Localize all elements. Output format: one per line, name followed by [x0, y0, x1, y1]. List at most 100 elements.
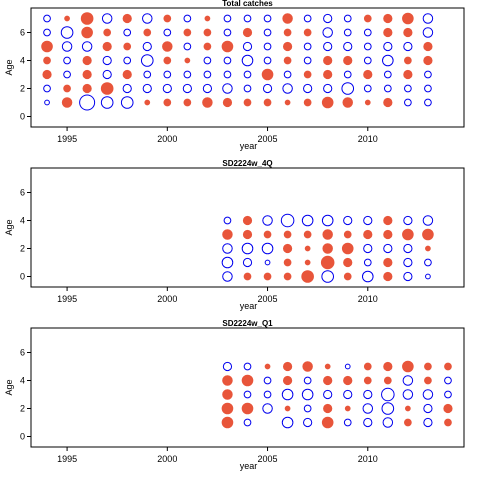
residual-point-negative [263, 14, 272, 23]
residual-point-positive [163, 98, 172, 107]
residual-point-positive [222, 229, 233, 240]
residual-point-positive [402, 228, 414, 241]
residual-point-negative [403, 257, 413, 268]
residual-point-negative [122, 83, 132, 94]
residual-point-negative [303, 14, 312, 23]
residual-point-positive [204, 15, 211, 22]
residual-point-negative [262, 403, 273, 414]
residual-point-negative [381, 387, 395, 402]
y-tick-label: 2 [20, 244, 25, 254]
residual-point-negative [424, 258, 432, 267]
y-tick-label: 0 [20, 112, 25, 122]
residual-point-positive [323, 55, 333, 66]
residual-point-negative [343, 41, 353, 52]
y-tick-label: 4 [20, 216, 25, 226]
residual-point-positive [323, 403, 333, 414]
residual-point-positive [221, 402, 234, 415]
residual-point-negative [183, 70, 192, 79]
residual-point-negative [424, 84, 432, 93]
residual-point-positive [304, 259, 311, 266]
x-tick-label: 2010 [358, 294, 378, 304]
residual-point-positive [283, 230, 292, 239]
residual-point-positive [221, 40, 234, 53]
residual-point-negative [243, 390, 252, 399]
y-tick-label: 4 [20, 56, 25, 66]
chart-panel-2: SD2224w_4Q 1995 2000 2005 2010 0 2 4 6 year Age [4, 159, 465, 311]
residual-point-negative [79, 94, 96, 111]
residual-point-negative [381, 402, 395, 415]
residual-point-positive [301, 270, 314, 283]
residual-point-negative [281, 388, 294, 401]
residual-point-negative [261, 242, 274, 255]
residual-point-negative [63, 56, 71, 65]
y-tick-label: 4 [20, 376, 25, 386]
residual-point-positive [202, 97, 213, 108]
residual-point-positive [41, 40, 53, 53]
residual-point-positive [203, 28, 212, 37]
residual-point-positive [82, 69, 92, 80]
residual-point-negative [123, 56, 132, 65]
residual-point-negative [243, 418, 252, 427]
residual-point-negative [362, 403, 374, 414]
residual-point-positive [283, 272, 292, 281]
residual-point-negative [142, 13, 153, 24]
residual-point-positive [284, 99, 291, 106]
residual-point-negative [424, 98, 432, 107]
residual-point-negative [123, 28, 132, 37]
residual-point-positive [282, 375, 293, 386]
residual-point-negative [303, 42, 312, 51]
residual-point-positive [122, 69, 132, 80]
residual-point-positive [363, 14, 372, 23]
plot-frame [30, 167, 465, 288]
residual-point-positive [383, 376, 392, 385]
residual-point-positive [163, 14, 172, 23]
residual-point-negative [424, 70, 432, 79]
residual-point-negative [223, 216, 232, 225]
residual-point-positive [143, 28, 152, 37]
residual-point-positive [364, 99, 371, 106]
residual-point-positive [122, 13, 132, 24]
residual-point-positive [343, 375, 353, 386]
residual-point-positive [222, 389, 233, 400]
y-axis-label: Age [4, 59, 14, 75]
y-tick-label: 0 [20, 272, 25, 282]
residual-point-negative [343, 70, 352, 79]
residual-point-negative [303, 417, 313, 428]
residual-point-negative [263, 28, 272, 37]
residual-point-negative [303, 56, 312, 65]
residual-point-positive [344, 405, 351, 412]
residual-point-negative [403, 243, 413, 254]
residual-point-positive [404, 418, 412, 427]
residual-point-negative [162, 83, 172, 94]
residual-point-positive [222, 97, 233, 108]
residual-point-positive [282, 41, 293, 52]
residual-point-negative [60, 26, 74, 39]
residual-point-negative [263, 56, 272, 65]
residual-point-positive [303, 70, 312, 79]
residual-point-negative [262, 83, 273, 94]
residual-point-negative [403, 271, 413, 282]
residual-point-positive [283, 56, 292, 65]
residual-point-negative [282, 83, 293, 94]
residual-point-positive [242, 215, 253, 226]
residual-point-negative [183, 42, 192, 51]
residual-point-positive [321, 416, 334, 429]
residual-point-positive [103, 28, 112, 37]
residual-point-negative [101, 13, 113, 24]
x-tick-label: 1995 [57, 454, 77, 464]
residual-point-positive [383, 13, 393, 24]
residual-point-negative [363, 42, 372, 51]
residual-point-negative [140, 54, 154, 67]
residual-point-positive [243, 272, 252, 281]
residual-point-positive [282, 13, 293, 24]
residual-point-negative [120, 96, 134, 109]
residual-point-negative [322, 27, 333, 38]
residual-point-positive [183, 98, 192, 107]
y-axis-label: Age [4, 219, 14, 235]
residual-point-positive [241, 402, 254, 415]
residual-point-negative [321, 270, 334, 283]
residual-point-positive [100, 82, 114, 95]
residual-point-positive [81, 26, 93, 39]
residual-point-negative [301, 388, 314, 401]
residual-point-positive [320, 255, 335, 270]
